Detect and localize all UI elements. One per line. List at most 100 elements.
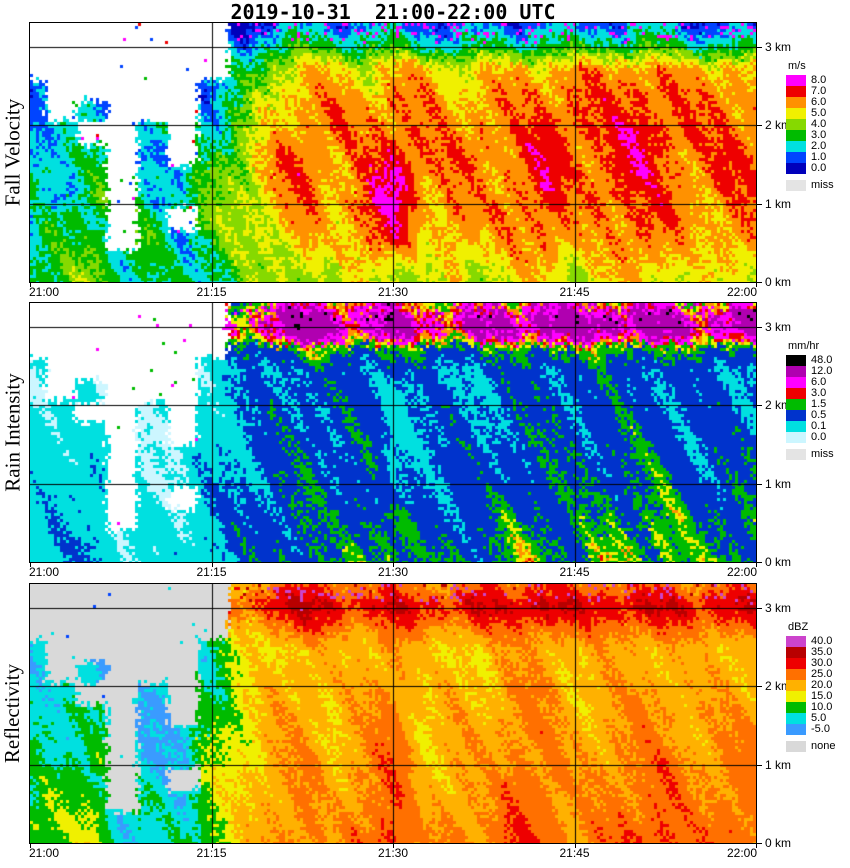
legend-entry: 20.0 xyxy=(786,680,848,691)
x-tick-label: 22:00 xyxy=(726,285,757,299)
legend-entry: 5.0 xyxy=(786,108,848,119)
x-tick-label: 21:15 xyxy=(196,565,227,579)
y-tick-label: 2 km xyxy=(765,679,792,693)
legend-entry: 30.0 xyxy=(786,658,848,669)
y-tick-label: 2 km xyxy=(765,398,792,412)
legend-entry: 7.0 xyxy=(786,86,848,97)
legend-color-box xyxy=(786,658,806,669)
x-tick xyxy=(393,283,394,287)
legend-missing-entry: none xyxy=(786,741,848,752)
panel-axis-title-reflectivity: Reflectivity xyxy=(0,583,26,844)
legend-entry-label: 5.0 xyxy=(811,712,827,724)
legend-entry-label: 10.0 xyxy=(811,701,833,713)
legend-entry: 3.0 xyxy=(786,130,848,141)
legend-entry-label: 3.0 xyxy=(811,129,827,141)
panel-fall-velocity: Fall Velocity 21:00 21:15 21:30 21:45 22:00 3 … xyxy=(0,22,850,304)
legend-color-box xyxy=(786,377,806,388)
y-tick xyxy=(757,47,762,48)
legend-entry: 0.0 xyxy=(786,432,848,443)
panel-axis-title-fall-velocity: Fall Velocity xyxy=(0,22,26,283)
x-tick-label: 21:00 xyxy=(29,565,60,579)
legend-entry: 2.0 xyxy=(786,141,848,152)
legend-color-box xyxy=(786,119,806,130)
legend-color-box xyxy=(786,97,806,108)
x-tick xyxy=(212,844,213,848)
y-tick-label: 1 km xyxy=(765,477,792,491)
legend-entry-label: 20.0 xyxy=(811,679,833,691)
legend-missing-box xyxy=(786,741,806,752)
panel-axis-title-text: Reflectivity xyxy=(0,663,25,764)
legend-reflectivity: dBZ 40.0 35.0 30.0 25.0 20.0 15.0 10.0 5.0 -5.0 no… xyxy=(786,621,848,752)
legend-entry-label: 1.0 xyxy=(811,151,827,163)
legend-entry: 35.0 xyxy=(786,647,848,658)
y-tick xyxy=(757,282,762,283)
x-tick xyxy=(756,844,757,848)
legend-entry-label: 0.1 xyxy=(811,420,827,432)
x-tick xyxy=(212,283,213,287)
x-tick xyxy=(30,563,31,567)
y-tick-label: 0 km xyxy=(765,275,792,289)
x-tick-label: 21:30 xyxy=(377,565,409,579)
legend-color-box xyxy=(786,86,806,97)
legend-title-reflectivity: dBZ xyxy=(788,621,809,633)
legend-entry: -5.0 xyxy=(786,724,848,735)
legend-color-box xyxy=(786,366,806,377)
legend-color-box xyxy=(786,713,806,724)
legend-entry-label: 3.0 xyxy=(811,387,827,399)
legend-missing-entry: miss xyxy=(786,449,848,460)
heatmap-fall-velocity xyxy=(29,22,757,283)
x-tick xyxy=(30,283,31,287)
legend-color-box xyxy=(786,647,806,658)
heatmap-rain-intensity xyxy=(29,302,757,563)
y-tick-label: 1 km xyxy=(765,197,792,211)
legend-color-box xyxy=(786,388,806,399)
x-tick-label: 21:15 xyxy=(196,846,227,860)
y-tick xyxy=(757,562,762,563)
legend-entry: 6.0 xyxy=(786,97,848,108)
legend-color-box xyxy=(786,702,806,713)
legend-entry-label: 25.0 xyxy=(811,668,833,680)
legend-color-box xyxy=(786,152,806,163)
legend-rain-intensity: mm/hr 48.0 12.0 6.0 3.0 1.5 0.5 0.1 0.0 miss xyxy=(786,340,848,460)
legend-color-box xyxy=(786,355,806,366)
panel-rain-intensity: Rain Intensity 21:00 21:15 21:30 21:45 22:00 3… xyxy=(0,302,850,584)
legend-color-box xyxy=(786,432,806,443)
legend-entry: 25.0 xyxy=(786,669,848,680)
x-tick-label: 21:30 xyxy=(377,285,409,299)
legend-missing-label: miss xyxy=(811,179,834,191)
legend-entry-label: 1.5 xyxy=(811,398,827,410)
legend-entry: 4.0 xyxy=(786,119,848,130)
legend-entry-label: 0.0 xyxy=(811,431,827,443)
legend-entry: 0.0 xyxy=(786,163,848,174)
legend-entry: 48.0 xyxy=(786,355,848,366)
legend-entry: 15.0 xyxy=(786,691,848,702)
legend-entry: 1.5 xyxy=(786,399,848,410)
legend-entry: 8.0 xyxy=(786,75,848,86)
y-tick xyxy=(757,405,762,406)
x-tick-label: 21:15 xyxy=(196,285,227,299)
legend-missing-label: none xyxy=(811,740,836,752)
x-tick-label: 21:45 xyxy=(559,285,590,299)
legend-color-box xyxy=(786,75,806,86)
legend-missing-box xyxy=(786,180,806,191)
legend-entry-label: 0.5 xyxy=(811,409,827,421)
y-tick-label: 0 km xyxy=(765,555,792,569)
y-tick xyxy=(757,765,762,766)
legend-entry: 0.5 xyxy=(786,410,848,421)
legend-missing-label: miss xyxy=(811,448,834,460)
x-tick xyxy=(575,844,576,848)
x-tick xyxy=(756,283,757,287)
legend-color-box xyxy=(786,421,806,432)
legend-entry: 5.0 xyxy=(786,713,848,724)
y-tick-label: 3 km xyxy=(765,40,792,54)
legend-color-box xyxy=(786,399,806,410)
legend-entry-label: 6.0 xyxy=(811,96,827,108)
legend-entry: 1.0 xyxy=(786,152,848,163)
x-tick-label: 21:45 xyxy=(559,565,590,579)
legend-entry-label: 15.0 xyxy=(811,690,833,702)
legend-color-box xyxy=(786,130,806,141)
y-tick-label: 3 km xyxy=(765,601,792,615)
legend-entry-label: 40.0 xyxy=(811,635,833,647)
x-tick xyxy=(30,844,31,848)
legend-title-fall-velocity: m/s xyxy=(788,60,806,72)
